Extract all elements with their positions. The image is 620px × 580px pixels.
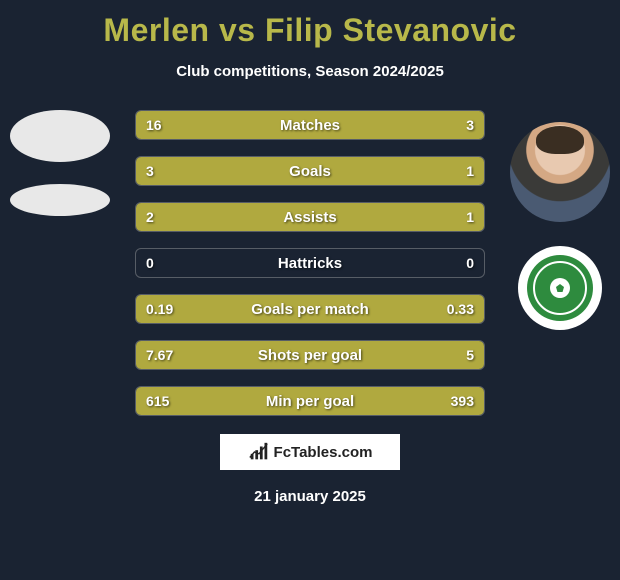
page-title: Merlen vs Filip Stevanovic [0,0,620,49]
stat-value-right: 393 [451,393,474,409]
stat-value-left: 2 [146,209,154,225]
stat-row: 615 393 Min per goal [135,386,485,416]
stats-container: 16 3 Matches 3 1 Goals 2 1 Assists 0 0 Hattricks 0.1… [135,110,485,416]
stat-value-right: 5 [466,347,474,363]
stat-value-right: 0.33 [447,301,474,317]
stat-row: 16 3 Matches [135,110,485,140]
stat-label: Matches [280,117,340,134]
stat-row: 2 1 Assists [135,202,485,232]
stat-value-left: 7.67 [146,347,173,363]
stat-value-left: 615 [146,393,169,409]
brand-text: FcTables.com [274,444,373,461]
brand-badge: FcTables.com [220,434,400,470]
stat-row: 3 1 Goals [135,156,485,186]
player-right-club-badge [518,246,602,330]
stat-row: 0.19 0.33 Goals per match [135,294,485,324]
stat-bar-right [429,111,484,139]
stat-label: Goals per match [251,301,369,318]
stat-value-left: 0 [146,255,154,271]
stat-value-right: 1 [466,163,474,179]
player-left-photo-placeholder [10,110,110,162]
stat-value-right: 0 [466,255,474,271]
brand-chart-icon [248,441,270,463]
player-right-photo [510,122,610,222]
stat-bar-left [136,157,397,185]
stat-label: Shots per goal [258,347,362,364]
stat-row: 7.67 5 Shots per goal [135,340,485,370]
stat-bar-right [347,341,484,369]
player-left-club-placeholder [10,184,110,216]
stat-value-right: 1 [466,209,474,225]
subtitle: Club competitions, Season 2024/2025 [0,63,620,80]
player-right-column [510,122,610,330]
stat-label: Min per goal [266,393,354,410]
stat-label: Hattricks [278,255,342,272]
player-left-column [10,110,110,210]
stat-value-left: 3 [146,163,154,179]
stat-value-right: 3 [466,117,474,133]
stat-value-left: 0.19 [146,301,173,317]
date-text: 21 january 2025 [0,488,620,505]
stat-label: Goals [289,163,331,180]
stat-row: 0 0 Hattricks [135,248,485,278]
stat-label: Assists [283,209,336,226]
stat-value-left: 16 [146,117,162,133]
